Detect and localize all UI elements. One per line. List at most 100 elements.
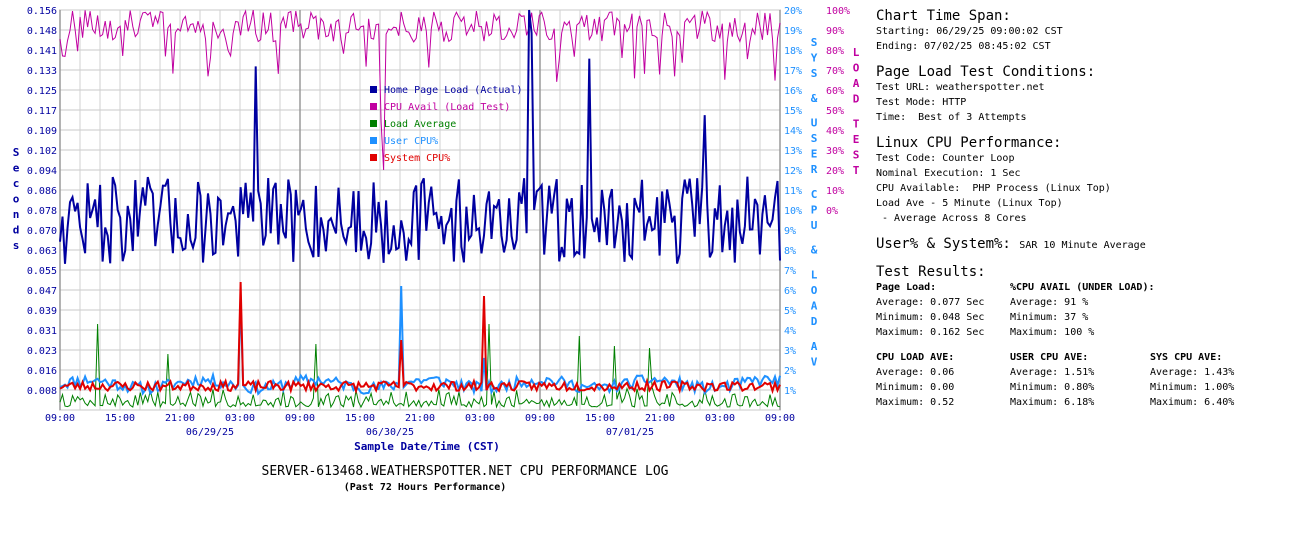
linux-avail: CPU Available: PHP Process (Linux Top) (876, 183, 1111, 194)
legend-swatch (370, 137, 377, 144)
y-mid-tick-label: 10% (784, 206, 802, 217)
axis-label-char: c (13, 177, 20, 190)
axis-label-char: S (811, 36, 818, 49)
x-date-label: 06/30/25 (366, 427, 414, 438)
axis-label-char: E (811, 148, 818, 161)
user-sys-title: User% & System%: (876, 236, 1011, 252)
axis-label-char: O (811, 284, 818, 297)
y-left-tick-label: 0.094 (27, 166, 57, 177)
axis-label-char: U (811, 219, 818, 232)
linux-load: Load Ave - 5 Minute (Linux Top) (876, 198, 1063, 209)
linux-code: Test Code: Counter Loop (876, 153, 1015, 164)
conditions-url: Test URL: weatherspotter.net (876, 82, 1045, 93)
span-start: Starting: 06/29/25 09:00:02 CST (876, 26, 1063, 37)
axis-label-char: O (853, 62, 860, 75)
y-mid-tick-label: 13% (784, 146, 802, 157)
y-mid-tick-label: 3% (784, 346, 796, 357)
conditions-title: Page Load Test Conditions: (876, 64, 1096, 80)
axis-label-char: V (811, 355, 818, 368)
chart-series (59, 9, 781, 409)
x-tick-label: 21:00 (645, 413, 675, 424)
y-mid-tick-label: 9% (784, 226, 796, 237)
y-left-tick-label: 0.016 (27, 366, 57, 377)
axis-label-char: U (811, 117, 818, 130)
y-mid-tick-label: 12% (784, 166, 802, 177)
results-title: Test Results: (876, 264, 986, 280)
page-load-max: Maximum: 0.162 Sec (876, 327, 985, 338)
axis-label-char: L (853, 46, 860, 59)
page-load-head: Page Load: (876, 282, 937, 293)
y-mid-tick-label: 2% (784, 366, 796, 377)
axis-label-char: e (13, 162, 20, 175)
cpu-avail-min: Minimum: 37 % (1010, 312, 1089, 323)
y-right-tick-label: 50% (826, 106, 844, 117)
x-tick-label: 21:00 (405, 413, 435, 424)
user-cpu-min: Minimum: 0.80% (1010, 382, 1095, 393)
linux-nominal: Nominal Execution: 1 Sec (876, 168, 1021, 179)
y-right-tick-label: 0% (826, 206, 838, 217)
y-mid-tick-label: 8% (784, 246, 796, 257)
y-left-tick-label: 0.008 (27, 386, 57, 397)
sys-cpu-head: SYS CPU AVE: (1150, 352, 1223, 363)
x-axis-label: Sample Date/Time (CST) (354, 440, 500, 453)
x-tick-label: 09:00 (765, 413, 795, 424)
cpu-avail-head: %CPU AVAIL (UNDER LOAD): (1010, 282, 1155, 293)
y-right-tick-label: 40% (826, 126, 844, 137)
axis-label-char: D (811, 315, 818, 328)
axis-label-char: S (811, 132, 818, 145)
x-tick-label: 03:00 (465, 413, 495, 424)
axis-label-char: S (811, 67, 818, 80)
conditions-mode: Test Mode: HTTP (876, 97, 967, 108)
y-right-tick-label: 60% (826, 86, 844, 97)
y-right-tick-label: 90% (826, 26, 844, 37)
y-mid-tick-label: 18% (784, 46, 802, 57)
axis-label-char: d (13, 224, 20, 237)
x-tick-label: 21:00 (165, 413, 195, 424)
legend-label: User CPU% (384, 136, 438, 147)
load-ave-min: Minimum: 0.00 (876, 382, 955, 393)
y-left-tick-label: 0.078 (27, 206, 57, 217)
chart-legend: Home Page Load (Actual) CPU Avail (Load T… (370, 85, 522, 164)
y-mid-tick-label: 6% (784, 286, 796, 297)
sys-cpu-min: Minimum: 1.00% (1150, 382, 1235, 393)
legend-swatch (370, 103, 377, 110)
y-mid-tick-label: 19% (784, 26, 802, 37)
axis-label-char: S (13, 146, 20, 159)
x-tick-label: 09:00 (45, 413, 75, 424)
y-left-tick-label: 0.031 (27, 326, 57, 337)
axis-label-char: o (13, 193, 20, 206)
x-tick-label: 15:00 (105, 413, 135, 424)
axis-label-char: S (853, 148, 860, 161)
axis-label-char: A (811, 300, 818, 313)
series-cpu-avail (59, 9, 781, 171)
results-row-1: Page Load: Average: 0.077 Sec Minimum: 0… (876, 280, 1296, 340)
y-mid-tick-label: 11% (784, 186, 802, 197)
y-left-tick-label: 0.117 (27, 106, 57, 117)
axis-label-char: D (853, 93, 860, 106)
y-right-tick-label: 30% (826, 146, 844, 157)
axis-label-char: E (853, 133, 860, 146)
y-right-tick-label: 70% (826, 66, 844, 77)
page-load-min: Minimum: 0.048 Sec (876, 312, 985, 323)
axis-label-char: A (811, 340, 818, 353)
y-left-tick-label: 0.156 (27, 6, 57, 17)
axis-label-char: & (811, 92, 818, 105)
y-mid-tick-label: 14% (784, 126, 802, 137)
y-mid-tick-label: 16% (784, 86, 802, 97)
linux-cores: - Average Across 8 Cores (876, 213, 1027, 224)
x-date-label: 07/01/25 (606, 427, 654, 438)
legend-label: Home Page Load (Actual) (384, 85, 522, 96)
y-mid-tick-label: 20% (784, 6, 802, 17)
axis-label-char: & (811, 244, 818, 257)
series-load-average (59, 323, 781, 409)
linux-title: Linux CPU Performance: (876, 135, 1062, 151)
axis-label-char: L (811, 269, 818, 282)
page-load-avg: Average: 0.077 Sec (876, 297, 985, 308)
y-mid-tick-label: 5% (784, 306, 796, 317)
y-left-tick-label: 0.039 (27, 306, 57, 317)
y-mid-tick-label: 17% (784, 66, 802, 77)
y-left-tick-label: 0.086 (27, 186, 57, 197)
